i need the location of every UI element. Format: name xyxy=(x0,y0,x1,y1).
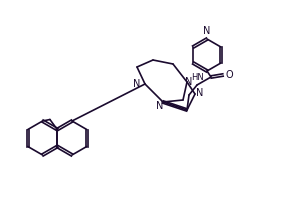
Text: N: N xyxy=(185,77,193,87)
Text: N: N xyxy=(133,79,140,89)
Text: O: O xyxy=(226,70,234,80)
Text: HN: HN xyxy=(190,73,203,82)
Text: N: N xyxy=(196,88,204,98)
Text: N: N xyxy=(203,26,211,36)
Text: N: N xyxy=(156,101,164,111)
